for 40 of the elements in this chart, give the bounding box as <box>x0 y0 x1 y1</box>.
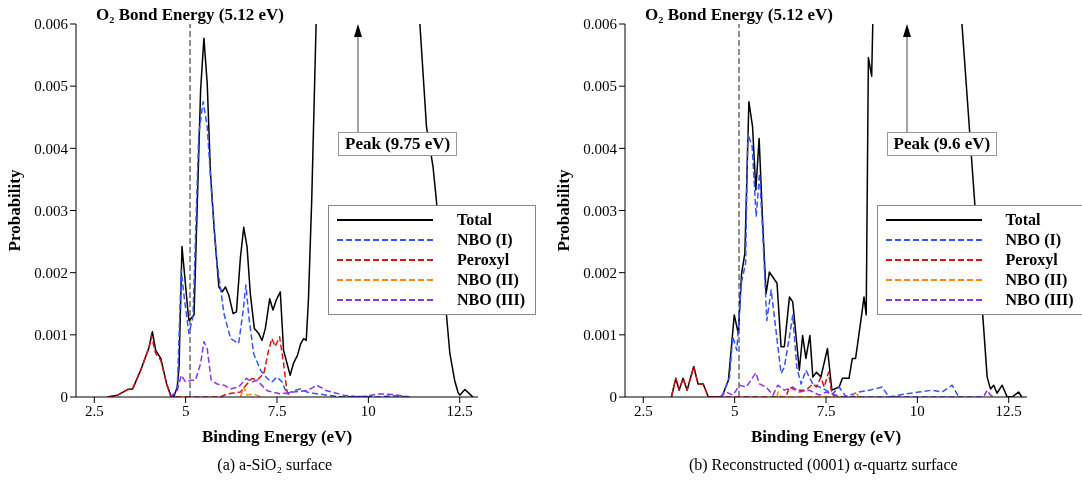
y-tick-label: 0.003 <box>582 202 617 219</box>
x-tick-label: 2.5 <box>633 402 653 419</box>
x-axis-title: Binding Energy (eV) <box>750 427 901 446</box>
x-tick-label: 12.5 <box>995 402 1022 419</box>
text: (b) Reconstructed (0001) α-quartz surface <box>687 456 959 474</box>
annotation: Peak (9.6 eV) <box>886 132 998 156</box>
series-label: Total <box>457 211 492 229</box>
y-tick-label: 0.006 <box>582 16 617 33</box>
y-tick-label: 0.001 <box>34 327 68 344</box>
y-tick-label: 0.004 <box>34 140 69 157</box>
y-tick-label: 0.002 <box>34 264 68 281</box>
x-tick-label: 7.5 <box>816 402 835 419</box>
y-tick-label: 0 <box>60 389 68 406</box>
legend: Total NBO (I) Peroxyl NBO (II) NBO (III) <box>876 205 1082 315</box>
x-tick-label: 5 <box>181 402 190 419</box>
line-series <box>720 132 959 397</box>
y-tick-label: 0.004 <box>582 140 617 157</box>
x-tick-label: 2.5 <box>84 402 104 419</box>
y-tick-label: 0.005 <box>582 78 617 95</box>
x-axis-title: Binding Energy (eV) <box>201 427 353 446</box>
series-label: Total <box>1005 211 1041 229</box>
y-tick-label: 0.006 <box>34 16 69 33</box>
x-tick-label: 10 <box>360 402 376 419</box>
legend: Total NBO (I) Peroxyl NBO (II) NBO (III) <box>328 205 536 315</box>
y-tick-label: 0.001 <box>582 327 617 344</box>
y-axis-title: Probability <box>553 169 573 252</box>
ref-line-label: O₂ Bond Energy (5.12 eV) <box>96 5 284 24</box>
x-tick-label: 7.5 <box>267 402 287 419</box>
ref-line-label: O₂ Bond Energy (5.12 eV) <box>644 5 833 24</box>
y-axis-title: Probability <box>5 169 25 252</box>
y-tick-label: 0 <box>609 389 617 406</box>
x-tick-label: 5 <box>730 402 738 419</box>
annotation: Peak (9.75 eV) <box>338 132 458 156</box>
y-tick-label: 0.005 <box>34 78 68 95</box>
y-tick-label: 0.003 <box>34 202 68 219</box>
y-tick-label: 0.002 <box>582 264 617 281</box>
text: (a) a-SiO₂ surface <box>216 456 334 474</box>
line-series <box>239 386 262 397</box>
x-tick-label: 10 <box>909 402 925 419</box>
x-tick-label: 12.5 <box>446 402 473 419</box>
